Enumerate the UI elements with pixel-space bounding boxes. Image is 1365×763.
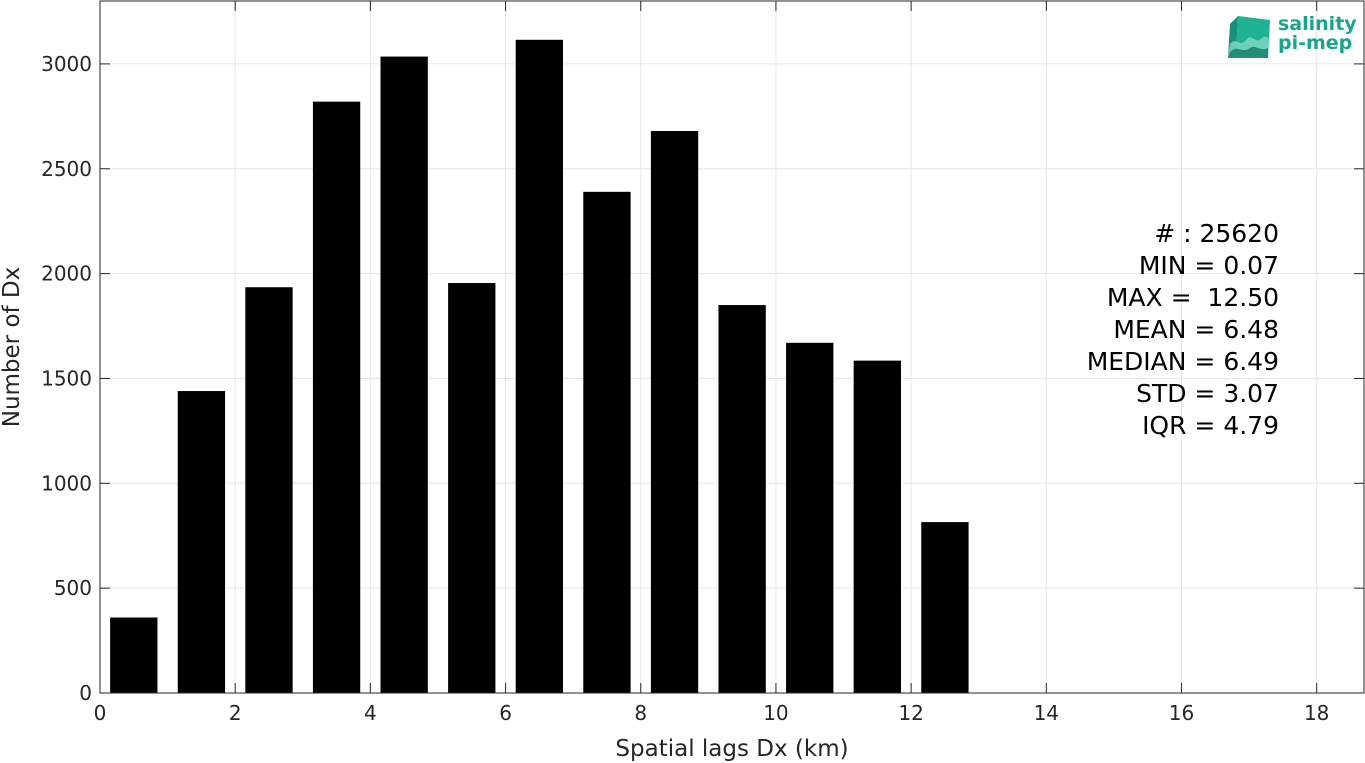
logo-line-1: salinity — [1278, 13, 1357, 35]
stat-iqr: IQR = 4.79 — [1142, 411, 1279, 440]
bar — [380, 56, 428, 693]
x-tick-label: 4 — [364, 701, 377, 725]
y-tick-label: 3000 — [41, 52, 92, 76]
x-tick-label: 16 — [1169, 701, 1194, 725]
logo-text: salinity pi-mep — [1278, 15, 1357, 53]
y-tick-label: 0 — [79, 681, 92, 705]
x-tick-label: 0 — [94, 701, 107, 725]
bar — [110, 617, 158, 693]
bar — [177, 391, 226, 693]
bar — [583, 191, 631, 693]
wave-cube-icon — [1228, 16, 1270, 58]
axes-box — [99, 0, 1365, 694]
y-tick-label: 1500 — [41, 366, 92, 390]
x-tick-label: 18 — [1304, 701, 1329, 725]
x-tick-label: 12 — [898, 701, 923, 725]
bar — [245, 287, 293, 693]
bar — [448, 283, 496, 693]
bars — [110, 39, 969, 694]
stat-max: MAX = 12.50 — [1106, 283, 1279, 312]
y-axis-label: Number of Dx — [0, 267, 25, 428]
y-tick-label: 1000 — [41, 471, 92, 495]
y-tick-label: 500 — [54, 576, 92, 600]
axis-ticks: 0 2 4 6 8 10 12 14 16 18 0 500 1000 1500 2000 2500 3000 — [41, 1, 1364, 725]
bar — [650, 131, 699, 694]
stat-min: MIN = 0.07 — [1138, 251, 1279, 280]
bar — [312, 101, 361, 694]
bar — [921, 522, 969, 693]
salinity-pi-mep-logo: salinity pi-mep — [1228, 14, 1358, 64]
bar — [853, 360, 901, 693]
y-tick-label: 2500 — [41, 157, 92, 181]
stat-median: MEDIAN = 6.49 — [1086, 347, 1279, 376]
x-tick-label: 8 — [634, 701, 647, 725]
logo-line-2: pi-mep — [1278, 32, 1353, 54]
bar — [718, 305, 766, 693]
x-tick-label: 6 — [499, 701, 512, 725]
x-tick-label: 10 — [763, 701, 788, 725]
stat-count: # : 25620 — [1154, 219, 1279, 248]
stat-mean: MEAN = 6.48 — [1113, 315, 1279, 344]
y-tick-label: 2000 — [41, 262, 92, 286]
statistics-panel: # : 25620 MIN = 0.07 MAX = 12.50 MEAN = … — [1087, 218, 1279, 442]
x-tick-label: 2 — [229, 701, 242, 725]
x-tick-label: 14 — [1034, 701, 1059, 725]
bar — [515, 39, 564, 693]
bar — [786, 342, 834, 693]
stat-std: STD = 3.07 — [1136, 379, 1279, 408]
x-axis-label: Spatial lags Dx (km) — [615, 736, 848, 762]
